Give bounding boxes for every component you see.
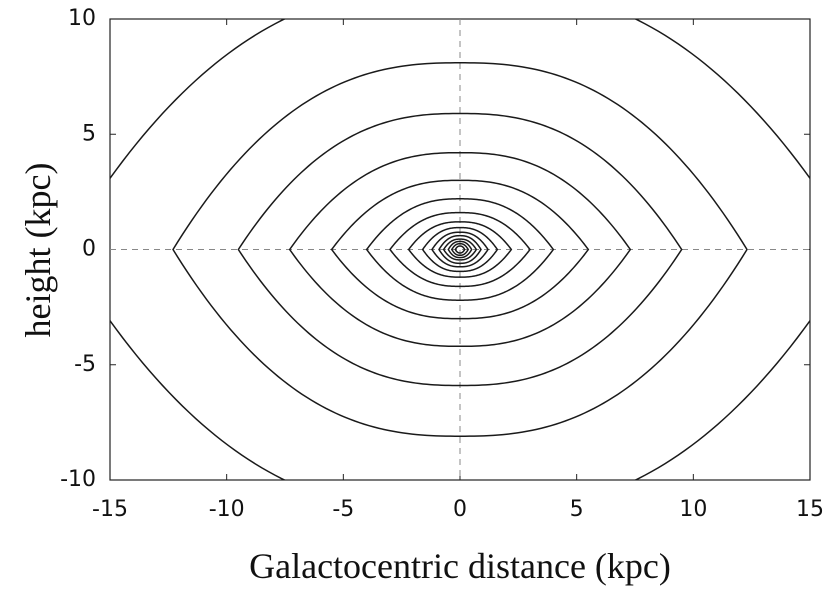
x-tick-label: 10	[679, 497, 707, 522]
contour	[450, 242, 470, 257]
contour	[454, 245, 466, 254]
x-tick-label: 5	[570, 497, 584, 522]
contour	[447, 240, 473, 259]
contour	[288, 151, 632, 348]
contour	[438, 234, 482, 265]
contour	[431, 231, 489, 268]
x-tick-label: 0	[453, 497, 467, 522]
contour	[389, 211, 531, 288]
x-tick-label: -10	[209, 497, 245, 522]
contour	[407, 221, 513, 278]
x-tick-label: -5	[332, 497, 354, 522]
contour	[442, 238, 478, 261]
y-tick-label: 0	[82, 237, 96, 262]
contour	[237, 112, 683, 387]
x-tick-label: -15	[92, 497, 128, 522]
y-tick-label: 10	[68, 6, 96, 31]
contour	[172, 62, 748, 437]
y-tick-label: -10	[60, 467, 96, 492]
x-tick-label: 15	[796, 497, 824, 522]
y-tick-label: -5	[74, 352, 96, 377]
contour	[421, 226, 499, 273]
y-axis-label: height (kpc)	[18, 163, 58, 338]
x-axis-label: Galactocentric distance (kpc)	[249, 546, 671, 586]
contour	[330, 179, 590, 320]
y-tick-label: 5	[82, 121, 96, 146]
contour	[365, 198, 555, 301]
